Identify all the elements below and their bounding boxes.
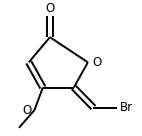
- Text: O: O: [45, 1, 55, 15]
- Text: Br: Br: [120, 101, 133, 114]
- Text: O: O: [92, 56, 101, 69]
- Text: O: O: [22, 104, 32, 117]
